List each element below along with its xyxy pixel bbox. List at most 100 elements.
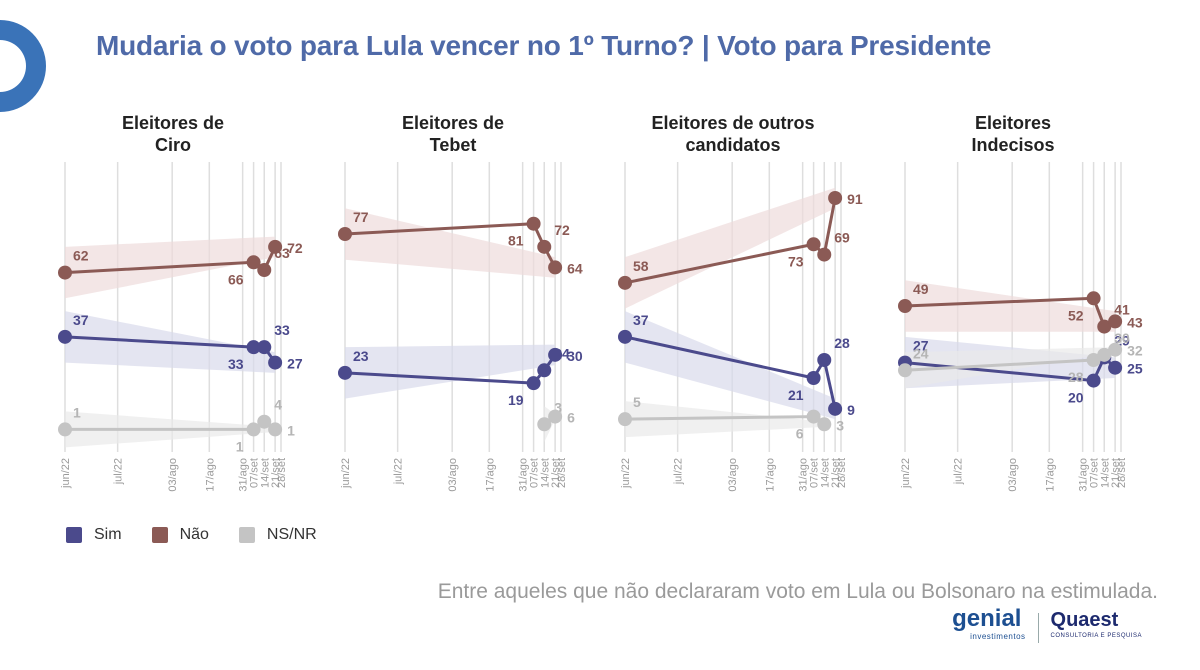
data-label-nsnr: 3 — [554, 399, 562, 415]
point-nsnr — [1097, 347, 1112, 362]
chart-panel-1: jun/22 jul/22 03/ago 17/ago 31/ago07/set14/s… — [338, 162, 583, 492]
data-label-nsnr: 1 — [73, 404, 81, 420]
legend-item-nao: Não — [151, 526, 209, 544]
x-tick-label: 31/ago — [1078, 458, 1090, 492]
point-nsnr — [817, 417, 832, 432]
x-tick-label: 17/ago — [484, 458, 496, 492]
data-label-nao: 72 — [287, 240, 303, 256]
point-sim — [246, 340, 261, 355]
quaest-logo-text: Quaest — [1050, 609, 1119, 631]
point-nsnr — [898, 363, 912, 378]
data-label-nsnr: 1 — [287, 422, 295, 438]
data-label-nao: 77 — [353, 209, 369, 225]
point-nsnr — [548, 409, 563, 424]
point-nao — [806, 237, 821, 252]
point-nao — [58, 265, 72, 280]
legend-item-sim: Sim — [66, 526, 122, 544]
panel-title-1: Eleitores de Tebet — [338, 112, 568, 156]
data-label-sim: 9 — [847, 402, 855, 418]
x-tick-label: 28/set — [1116, 458, 1128, 488]
x-tick-label: 14/set — [539, 458, 551, 488]
data-label-nsnr: 6 — [567, 410, 575, 426]
data-label-nsnr: 1 — [236, 438, 244, 454]
legend-item-nsnr: NS/NR — [238, 526, 317, 544]
data-label-sim: 37 — [633, 312, 649, 328]
point-nao — [246, 255, 261, 270]
point-sim — [257, 340, 272, 355]
x-tick-label: 21/set — [1110, 458, 1122, 488]
x-tick-label: 28/set — [556, 458, 568, 488]
series-line-sim — [904, 354, 1117, 383]
data-label-sim: 27 — [287, 356, 303, 372]
x-tick-label: 31/ago — [798, 458, 810, 492]
point-nsnr — [618, 412, 632, 427]
point-nao — [898, 299, 912, 313]
chart-panel-2: jun/22 jul/22 03/ago 17/ago 31/ago07/set14/s… — [618, 162, 863, 492]
x-tick-label: 21/set — [830, 458, 842, 488]
x-tick-label: jul/22 — [673, 458, 685, 485]
band-não — [625, 187, 836, 309]
point-sim — [268, 355, 283, 370]
data-label-sim: 33 — [228, 356, 244, 372]
x-tick-label: jun/22 — [60, 458, 72, 489]
genial-logo: genial investimentos — [952, 607, 1025, 646]
point-nao — [1108, 314, 1123, 329]
band-não — [345, 208, 556, 278]
panel-title-line: candidatos — [685, 135, 781, 155]
point-sim — [58, 329, 72, 344]
x-tick-label: 17/ago — [764, 458, 776, 492]
point-nsnr — [537, 417, 552, 432]
x-tick-label: 14/set — [259, 458, 271, 488]
panel-title-line: Ciro — [155, 135, 191, 155]
data-label-sim: 19 — [508, 392, 524, 408]
x-tick-label: 03/ago — [727, 458, 739, 492]
point-sim — [548, 347, 563, 362]
point-nsnr — [58, 422, 72, 437]
data-label-sim: 20 — [1068, 390, 1084, 406]
point-sim — [537, 363, 552, 378]
point-nao — [1086, 291, 1101, 306]
x-tick-label: 03/ago — [167, 458, 179, 492]
data-label-nsnr: 4 — [274, 397, 282, 413]
data-label-nao: 66 — [228, 271, 244, 287]
point-nsnr — [1086, 353, 1101, 367]
point-nao — [526, 216, 541, 231]
genial-logo-text: genial — [952, 605, 1022, 632]
legend-label-nao: Não — [179, 526, 209, 543]
data-label-nao: 81 — [508, 233, 524, 249]
x-tick-label: 14/set — [819, 458, 831, 488]
data-label-nsnr: 30 — [1114, 330, 1130, 346]
footnote: Entre aqueles que não declararam voto em… — [437, 580, 1158, 603]
x-tick-label: 28/set — [836, 458, 848, 488]
data-label-nao: 62 — [73, 248, 89, 264]
point-nao — [537, 239, 552, 254]
data-label-nsnr: 3 — [836, 417, 844, 433]
x-tick-label: 31/ago — [518, 458, 530, 492]
data-label-nao: 52 — [1068, 307, 1084, 323]
series-line-sim — [344, 353, 557, 385]
point-sim — [806, 371, 821, 385]
point-sim — [338, 365, 352, 380]
x-tick-label: jun/22 — [340, 458, 352, 489]
data-label-nao: 49 — [913, 281, 929, 297]
point-sim — [618, 329, 632, 344]
data-label-sim: 23 — [353, 348, 369, 364]
chart-panel-3: jun/22 jul/22 03/ago 17/ago 31/ago07/set14/s… — [898, 162, 1143, 492]
data-label-nao: 72 — [554, 222, 570, 238]
data-label-nsnr: 6 — [796, 426, 804, 442]
point-nsnr — [268, 422, 283, 437]
data-label-nao: 41 — [1114, 302, 1130, 318]
series-line-nao — [624, 197, 837, 285]
band-sim — [625, 311, 836, 420]
panel-title-2: Eleitores de outros candidatos — [618, 112, 848, 156]
point-nao — [338, 227, 352, 241]
chart-panel-0: jun/22 jul/22 03/ago 17/ago 31/ago07/set14/s… — [58, 162, 303, 492]
data-label-sim: 37 — [73, 312, 89, 328]
corner-decoration — [0, 20, 46, 112]
data-label-nsnr: 28 — [1068, 369, 1084, 385]
series-line-sim — [624, 335, 837, 410]
x-tick-label: 03/ago — [447, 458, 459, 492]
band-nsnr — [905, 347, 1116, 389]
point-sim — [1108, 360, 1123, 375]
logo-separator — [1037, 613, 1039, 643]
